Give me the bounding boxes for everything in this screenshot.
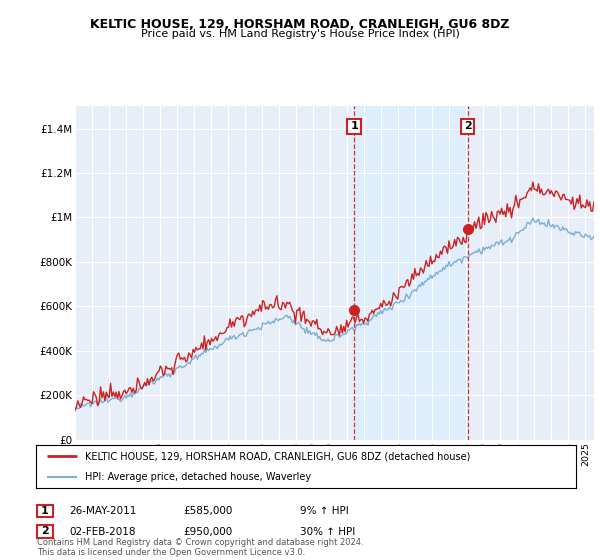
Text: 26-MAY-2011: 26-MAY-2011: [69, 506, 136, 516]
Text: 30% ↑ HPI: 30% ↑ HPI: [300, 527, 355, 537]
Text: 1: 1: [41, 506, 49, 516]
Text: 9% ↑ HPI: 9% ↑ HPI: [300, 506, 349, 516]
Text: HPI: Average price, detached house, Waverley: HPI: Average price, detached house, Wave…: [85, 472, 311, 482]
Text: £585,000: £585,000: [183, 506, 232, 516]
Text: KELTIC HOUSE, 129, HORSHAM ROAD, CRANLEIGH, GU6 8DZ (detached house): KELTIC HOUSE, 129, HORSHAM ROAD, CRANLEI…: [85, 451, 470, 461]
Text: £950,000: £950,000: [183, 527, 232, 537]
Bar: [354, 106, 468, 440]
Text: 2: 2: [41, 526, 49, 536]
Text: Price paid vs. HM Land Registry's House Price Index (HPI): Price paid vs. HM Land Registry's House …: [140, 29, 460, 39]
Text: 02-FEB-2018: 02-FEB-2018: [69, 527, 136, 537]
Text: 2: 2: [464, 122, 472, 132]
Text: Contains HM Land Registry data © Crown copyright and database right 2024.
This d: Contains HM Land Registry data © Crown c…: [37, 538, 364, 557]
Text: KELTIC HOUSE, 129, HORSHAM ROAD, CRANLEIGH, GU6 8DZ: KELTIC HOUSE, 129, HORSHAM ROAD, CRANLEI…: [90, 18, 510, 31]
Text: 1: 1: [350, 122, 358, 132]
